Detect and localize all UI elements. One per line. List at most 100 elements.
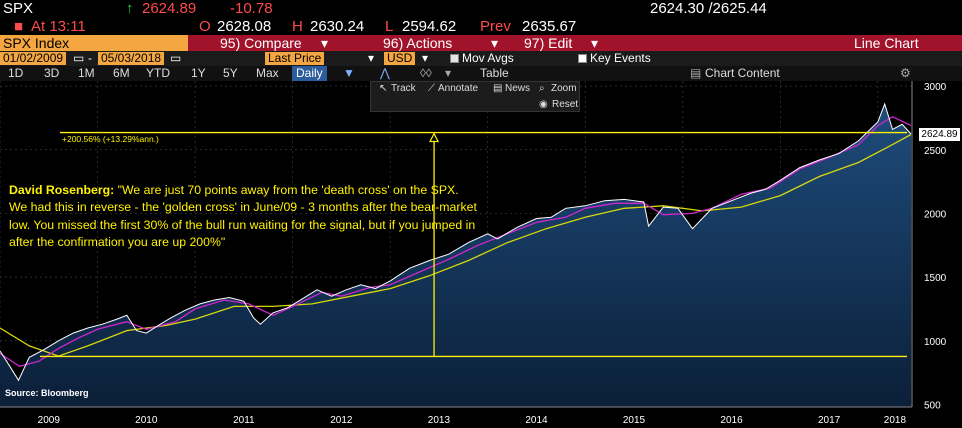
x-tick-label: 2017 xyxy=(818,415,841,426)
x-tick-label: 2014 xyxy=(525,415,548,426)
key-events-toggle[interactable]: Key Events xyxy=(578,52,651,65)
key-events-label: Key Events xyxy=(590,51,651,65)
period-max[interactable]: Max xyxy=(256,66,279,80)
period-bar: 1D 3D 1M 6M YTD 1Y 5Y Max Daily ▼ ⋀ ◊◊ ▾… xyxy=(0,66,962,81)
edit-chevron-icon[interactable]: ▾ xyxy=(591,35,599,51)
period-5y[interactable]: 5Y xyxy=(223,66,238,80)
reset-button[interactable]: Reset xyxy=(552,99,579,110)
price-chart: 500 1000 1500 2000 2500 3000 2009 2010 2011 2012… xyxy=(0,81,947,426)
mov-avgs-toggle[interactable]: Mov Avgs xyxy=(450,52,514,65)
x-tick-label: 2018 xyxy=(884,415,907,426)
track-icon[interactable]: ↖ xyxy=(379,83,388,94)
low-value: 2594.62 xyxy=(402,18,457,35)
x-tick-label: 2010 xyxy=(135,415,158,426)
y-axis: 500 1000 1500 2000 2500 3000 xyxy=(911,81,947,411)
low-label: L xyxy=(385,18,394,35)
source-note: Source: Bloomberg xyxy=(5,388,89,398)
up-arrow-icon: ↑ xyxy=(126,0,134,17)
security-field[interactable]: SPX Index xyxy=(0,35,188,51)
y-tick-label: 500 xyxy=(924,400,941,411)
x-tick-label: 2013 xyxy=(428,415,451,426)
chart-content-icon[interactable]: ▤ xyxy=(690,66,702,80)
field-dropdown-icon[interactable]: ▾ xyxy=(368,51,375,65)
quote-header: SPX ↑ 2624.89 -10.78 2624.30 /2625.44 xyxy=(0,0,962,18)
ma200-line xyxy=(0,133,912,357)
currency-dropdown-icon[interactable]: ▾ xyxy=(422,51,429,65)
last-price: 2624.89 xyxy=(142,0,197,17)
high-value: 2630.24 xyxy=(310,18,365,35)
date-separator: - xyxy=(88,51,92,65)
track-button[interactable]: Track xyxy=(391,83,416,94)
currency-select[interactable]: USD xyxy=(384,52,416,65)
chart-content-button[interactable]: Chart Content xyxy=(705,66,780,80)
x-tick-label: 2009 xyxy=(38,415,61,426)
y-tick-label: 1000 xyxy=(924,337,947,348)
y-tick-label: 2500 xyxy=(924,146,947,157)
period-ytd[interactable]: YTD xyxy=(146,66,170,80)
annotation-quote: "We are just 70 points away from the 'de… xyxy=(9,183,477,250)
actions-chevron-icon[interactable]: ▾ xyxy=(491,35,499,51)
settings-gear-icon[interactable]: ⚙ xyxy=(900,66,911,80)
quote-details: ■ At 13:11 O 2628.08 H 2630.24 L 2594.62… xyxy=(0,18,962,35)
x-tick-label: 2011 xyxy=(233,415,255,426)
end-date-field[interactable]: 05/03/2018 xyxy=(98,52,165,65)
compare-chevron-icon[interactable]: ▾ xyxy=(321,35,329,51)
bid-ask: 2624.30 /2625.44 xyxy=(650,0,767,17)
period-1m[interactable]: 1M xyxy=(78,66,95,80)
high-label: H xyxy=(292,18,303,35)
open-label: O xyxy=(199,18,211,35)
period-1y[interactable]: 1Y xyxy=(191,66,206,80)
y-tick-label: 2000 xyxy=(924,209,947,220)
x-tick-label: 2012 xyxy=(330,415,353,426)
chart-controls: 01/02/2009 ▭ - 05/03/2018 ▭ Last Price ▾… xyxy=(0,51,962,66)
menu-bar: 95) Compare ▾ 96) Actions ▾ 97) Edit ▾ L… xyxy=(188,35,962,51)
reference-lines xyxy=(40,131,907,358)
mov-avgs-checkbox-icon[interactable] xyxy=(450,54,459,63)
time-checkbox-icon: ■ xyxy=(14,18,24,35)
compare-menu[interactable]: 95) Compare xyxy=(220,35,302,51)
start-calendar-icon[interactable]: ▭ xyxy=(73,51,85,65)
annotate-icon[interactable]: ⟋ xyxy=(428,83,435,94)
candle-icon[interactable]: ◊◊ xyxy=(420,66,432,80)
function-toolbar: SPX Index 95) Compare ▾ 96) Actions ▾ 97… xyxy=(0,35,962,51)
last-price-tag: 2624.89 xyxy=(919,128,960,141)
y-tick-label: 1500 xyxy=(924,273,947,284)
time-label: At 13:11 xyxy=(31,18,86,35)
prev-value: 2635.67 xyxy=(522,18,577,35)
gain-annotation: +200.56% (+13.29%ann.) xyxy=(62,134,159,144)
reset-icon[interactable]: ◉ xyxy=(539,99,548,110)
news-button[interactable]: News xyxy=(505,83,531,94)
actions-menu[interactable]: 96) Actions xyxy=(383,35,453,51)
period-3d[interactable]: 3D xyxy=(44,66,60,80)
end-calendar-icon[interactable]: ▭ xyxy=(170,51,182,65)
mov-avgs-label: Mov Avgs xyxy=(462,51,514,65)
edit-menu[interactable]: 97) Edit xyxy=(524,35,573,51)
chart-toolbox: ↖ Track ⟋ Annotate ▤ News ⌕ Zoom ◉ Reset xyxy=(370,81,580,112)
news-icon[interactable]: ▤ xyxy=(493,83,503,94)
chart-type-label[interactable]: Line Chart xyxy=(854,35,919,51)
start-date-field[interactable]: 01/02/2009 xyxy=(0,52,67,65)
period-6m[interactable]: 6M xyxy=(113,66,130,80)
net-change: -10.78 xyxy=(230,0,273,17)
open-value: 2628.08 xyxy=(217,18,272,35)
annotation-author: David Rosenberg: xyxy=(9,183,115,197)
rosenberg-annotation: David Rosenberg: "We are just 70 points … xyxy=(9,182,479,252)
zoom-icon[interactable]: ⌕ xyxy=(539,83,545,94)
frequency-select[interactable]: Daily xyxy=(292,66,327,81)
zoom-button[interactable]: Zoom xyxy=(551,83,577,94)
table-button[interactable]: Table xyxy=(480,66,509,80)
line-chart-icon[interactable]: ⋀ xyxy=(380,66,390,80)
style-dropdown-icon[interactable]: ▾ xyxy=(445,66,452,80)
period-1d[interactable]: 1D xyxy=(8,66,24,80)
x-tick-label: 2016 xyxy=(720,415,743,426)
ticker-symbol: SPX xyxy=(3,0,34,17)
y-tick-label: 3000 xyxy=(924,82,947,93)
prev-label: Prev xyxy=(480,18,511,35)
gain-arrow-head xyxy=(429,132,440,143)
x-axis: 2009 2010 2011 2012 2013 2014 2015 2016 2017 2018 xyxy=(0,406,912,426)
field-select[interactable]: Last Price xyxy=(265,52,325,65)
annotate-button[interactable]: Annotate xyxy=(438,83,479,94)
frequency-dropdown-icon[interactable]: ▼ xyxy=(343,66,355,80)
x-tick-label: 2015 xyxy=(623,415,646,426)
key-events-checkbox-icon[interactable] xyxy=(578,54,587,63)
